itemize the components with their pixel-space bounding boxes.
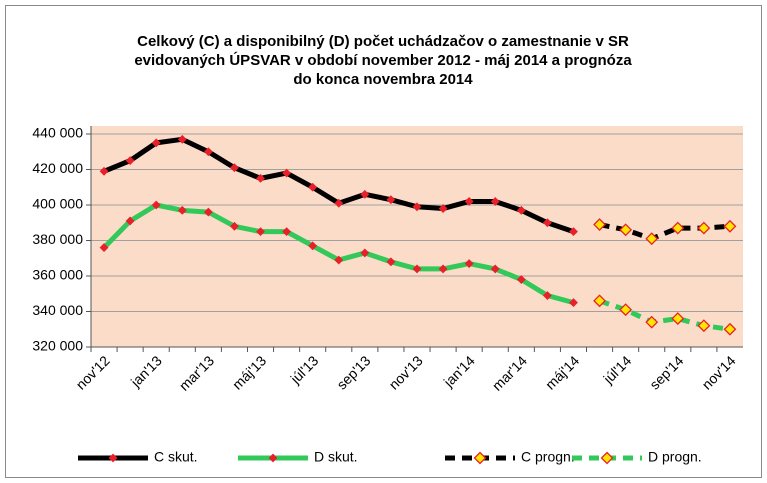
- data-point: [386, 257, 396, 267]
- data-point: [282, 227, 292, 237]
- legend-label: C skut.: [154, 449, 198, 465]
- legend-label: D progn.: [648, 449, 702, 465]
- chart-title: do konca novembra 2014: [293, 71, 473, 88]
- data-point: [151, 138, 161, 148]
- data-point: [569, 298, 578, 308]
- legend-marker: [108, 453, 118, 463]
- data-point: [490, 197, 500, 206]
- chart-title: evidovaných ÚPSVAR v období november 201…: [134, 51, 632, 69]
- data-point: [412, 264, 422, 274]
- data-point: [593, 218, 606, 231]
- data-point: [697, 221, 711, 235]
- data-point: [256, 173, 265, 183]
- data-point: [723, 322, 737, 336]
- data-point: [542, 218, 552, 228]
- data-point: [177, 205, 187, 215]
- data-point: [203, 147, 213, 157]
- legend-marker: [268, 453, 278, 463]
- legend-label: C progn.: [521, 449, 575, 465]
- data-point: [360, 248, 370, 258]
- data-point: [177, 134, 187, 144]
- data-point: [697, 319, 711, 333]
- data-point: [619, 223, 633, 237]
- plot-area: [91, 126, 743, 347]
- data-point: [256, 227, 265, 237]
- data-point: [516, 205, 526, 215]
- data-point: [99, 166, 109, 176]
- legend-label: D skut.: [314, 449, 358, 465]
- data-point: [542, 291, 552, 300]
- data-point: [464, 259, 474, 268]
- y-tick-label: 440 000: [32, 125, 83, 141]
- data-point: [125, 216, 135, 226]
- data-point: [569, 227, 578, 237]
- data-point: [334, 198, 344, 208]
- data-point: [230, 221, 239, 231]
- y-tick-label: 420 000: [32, 160, 83, 176]
- data-point: [308, 241, 318, 251]
- legend-marker: [473, 451, 487, 465]
- data-point: [230, 163, 239, 173]
- data-point: [412, 202, 422, 212]
- legend-marker: [600, 451, 614, 465]
- data-point: [619, 303, 633, 317]
- data-point: [438, 264, 448, 274]
- chart-title: Celkový (C) a disponibilný (D) počet uch…: [137, 33, 629, 50]
- data-point: [334, 255, 344, 265]
- data-point: [203, 207, 213, 217]
- y-tick-label: 400 000: [32, 196, 83, 212]
- data-point: [516, 275, 526, 284]
- data-point: [593, 294, 606, 308]
- data-point: [671, 312, 685, 326]
- data-point: [490, 264, 500, 274]
- y-tick-label: 380 000: [32, 231, 83, 247]
- data-point: [386, 195, 396, 205]
- data-point: [723, 219, 737, 233]
- data-point: [645, 315, 659, 329]
- data-point: [464, 197, 474, 206]
- y-tick-label: 320 000: [32, 338, 83, 354]
- data-point: [671, 221, 685, 235]
- data-point: [125, 156, 135, 166]
- data-point: [308, 182, 318, 192]
- data-point: [360, 189, 370, 199]
- y-tick-label: 340 000: [32, 302, 83, 318]
- data-point: [438, 204, 448, 213]
- data-point: [99, 243, 109, 253]
- data-point: [645, 232, 659, 246]
- y-tick-label: 360 000: [32, 267, 83, 283]
- data-point: [282, 168, 292, 178]
- data-point: [151, 200, 161, 210]
